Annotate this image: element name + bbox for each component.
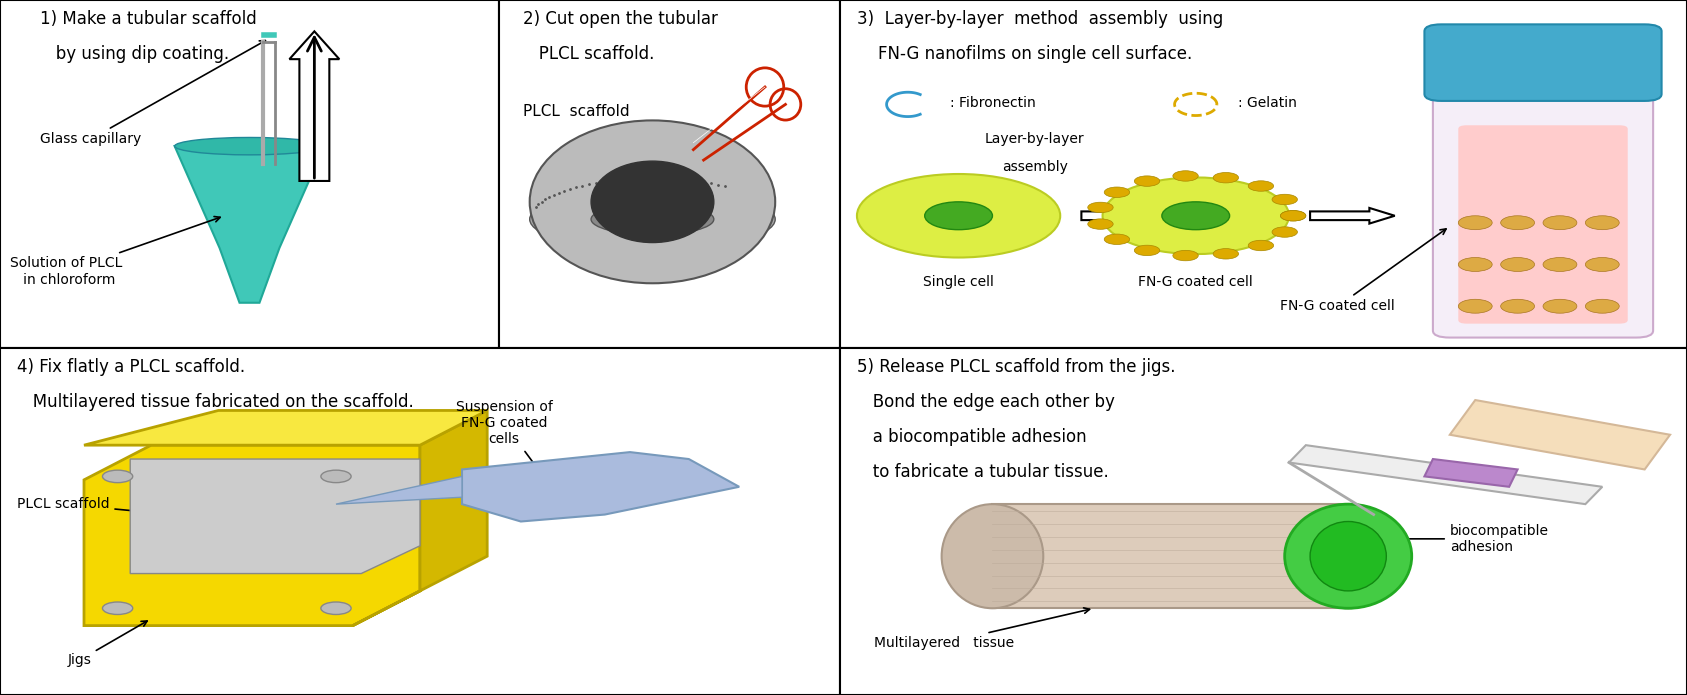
Polygon shape <box>1289 445 1603 504</box>
Text: by using dip coating.: by using dip coating. <box>40 45 229 63</box>
Text: PLCL scaffold: PLCL scaffold <box>17 497 206 520</box>
Circle shape <box>857 174 1059 258</box>
Polygon shape <box>175 146 324 303</box>
Circle shape <box>1586 215 1620 229</box>
Text: 1) Make a tubular scaffold: 1) Make a tubular scaffold <box>40 10 256 28</box>
Text: Glass capillary: Glass capillary <box>40 40 265 146</box>
Text: a biocompatible adhesion: a biocompatible adhesion <box>857 428 1086 445</box>
Polygon shape <box>84 445 420 626</box>
Circle shape <box>1458 300 1493 313</box>
Text: assembly: assembly <box>1002 160 1068 174</box>
Circle shape <box>1501 215 1535 229</box>
Ellipse shape <box>1289 504 1407 608</box>
Circle shape <box>1544 215 1577 229</box>
FancyBboxPatch shape <box>1432 73 1653 338</box>
Circle shape <box>1088 202 1113 213</box>
Polygon shape <box>336 476 462 504</box>
Circle shape <box>321 470 351 482</box>
Circle shape <box>1501 258 1535 272</box>
Circle shape <box>103 602 133 614</box>
Text: Solution of PLCL
   in chloroform: Solution of PLCL in chloroform <box>10 217 221 286</box>
Text: Jigs: Jigs <box>67 621 147 667</box>
FancyArrow shape <box>1081 208 1166 224</box>
Circle shape <box>1105 234 1130 245</box>
Polygon shape <box>353 411 488 626</box>
Polygon shape <box>1449 400 1670 469</box>
Polygon shape <box>130 459 420 573</box>
Circle shape <box>1172 250 1198 261</box>
Polygon shape <box>992 504 1348 608</box>
Text: Single cell: Single cell <box>923 275 994 289</box>
Text: FN-G coated cell: FN-G coated cell <box>1139 275 1253 289</box>
Ellipse shape <box>590 161 714 243</box>
Ellipse shape <box>530 120 776 284</box>
Circle shape <box>1586 300 1620 313</box>
Text: Bond the edge each other by: Bond the edge each other by <box>857 393 1115 411</box>
Polygon shape <box>84 411 488 445</box>
Circle shape <box>1248 240 1274 251</box>
Circle shape <box>1134 176 1159 186</box>
Circle shape <box>1586 258 1620 272</box>
Circle shape <box>1280 211 1306 221</box>
Circle shape <box>1088 219 1113 229</box>
Circle shape <box>321 602 351 614</box>
Circle shape <box>1213 249 1238 259</box>
FancyBboxPatch shape <box>1424 24 1662 101</box>
Text: 4) Fix flatly a PLCL scaffold.: 4) Fix flatly a PLCL scaffold. <box>17 359 245 377</box>
Circle shape <box>1248 181 1274 191</box>
Circle shape <box>1280 211 1306 221</box>
FancyBboxPatch shape <box>1458 125 1628 324</box>
Text: Multilayered tissue fabricated on the scaffold.: Multilayered tissue fabricated on the sc… <box>17 393 413 411</box>
Ellipse shape <box>1311 521 1387 591</box>
Circle shape <box>924 202 992 229</box>
Polygon shape <box>1424 459 1518 486</box>
Circle shape <box>1272 227 1297 237</box>
Text: PLCL scaffold.: PLCL scaffold. <box>523 45 655 63</box>
Circle shape <box>1458 215 1493 229</box>
Ellipse shape <box>941 504 1043 608</box>
FancyArrow shape <box>290 31 339 181</box>
Circle shape <box>1272 195 1297 205</box>
FancyArrow shape <box>1311 208 1395 224</box>
Ellipse shape <box>1285 504 1412 608</box>
Ellipse shape <box>590 204 714 235</box>
Text: 2) Cut open the tubular: 2) Cut open the tubular <box>523 10 717 28</box>
Circle shape <box>1162 202 1230 229</box>
Circle shape <box>1544 300 1577 313</box>
Text: : Gelatin: : Gelatin <box>1238 96 1297 110</box>
Circle shape <box>1458 258 1493 272</box>
Circle shape <box>1544 258 1577 272</box>
Text: Multilayered   tissue: Multilayered tissue <box>874 608 1090 650</box>
Circle shape <box>1134 245 1159 256</box>
Text: FN-G coated cell: FN-G coated cell <box>1280 229 1446 313</box>
Text: Layer-by-layer: Layer-by-layer <box>985 132 1085 146</box>
Text: : Fibronectin: : Fibronectin <box>950 96 1036 110</box>
Text: PLCL  scaffold: PLCL scaffold <box>523 104 629 119</box>
Circle shape <box>1501 300 1535 313</box>
Polygon shape <box>462 452 739 521</box>
Text: 5) Release PLCL scaffold from the jigs.: 5) Release PLCL scaffold from the jigs. <box>857 359 1176 377</box>
Text: 3)  Layer-by-layer  method  assembly  using: 3) Layer-by-layer method assembly using <box>857 10 1223 28</box>
Ellipse shape <box>175 138 324 155</box>
Circle shape <box>1105 187 1130 197</box>
Circle shape <box>1172 171 1198 181</box>
Ellipse shape <box>530 188 776 251</box>
Circle shape <box>1103 177 1289 254</box>
Text: biocompatible
adhesion: biocompatible adhesion <box>1378 524 1549 554</box>
Text: Suspension of
FN-G coated
cells: Suspension of FN-G coated cells <box>455 400 552 476</box>
Circle shape <box>103 470 133 482</box>
Text: FN-G nanofilms on single cell surface.: FN-G nanofilms on single cell surface. <box>857 45 1193 63</box>
Circle shape <box>1213 172 1238 183</box>
Text: to fabricate a tubular tissue.: to fabricate a tubular tissue. <box>857 462 1108 480</box>
